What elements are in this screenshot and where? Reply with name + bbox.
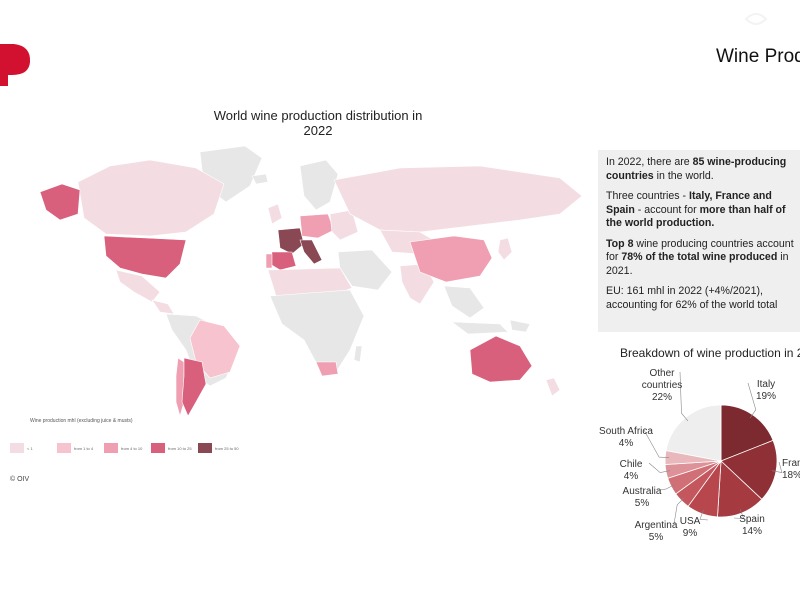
pie-percent-label: 4% — [624, 471, 639, 482]
legend-item: from 10 to 25 — [151, 442, 192, 454]
map-region-japan — [497, 237, 513, 261]
map-region-russia — [333, 165, 583, 233]
pie-percent-label: 5% — [649, 532, 664, 543]
map-region-southeast-asia — [443, 285, 485, 319]
map-region-scandinavia — [299, 159, 339, 211]
map-region-central-europe — [299, 213, 335, 239]
page-title: Wine Produc — [716, 46, 800, 67]
map-region-chile — [175, 357, 185, 418]
pie-leader-line — [772, 461, 783, 473]
pie-percent-label: 4% — [619, 438, 634, 449]
map-region-new-zealand — [545, 377, 561, 397]
map-region-italy — [299, 239, 323, 265]
legend-swatch — [104, 443, 118, 453]
pie-leader-line — [659, 484, 675, 491]
legend-label: from 10 to 25 — [168, 445, 192, 451]
pie-slice-label: France — [782, 458, 800, 469]
map-region-central-america — [151, 299, 175, 315]
pie-leader-line — [733, 509, 745, 519]
pie-slice-label: Chile — [620, 459, 643, 470]
map-region-south-africa — [315, 361, 339, 377]
corner-mark-icon — [744, 13, 768, 25]
legend-label: from 1 to 4 — [74, 445, 94, 451]
legend-label: < 1 — [27, 445, 33, 451]
map-region-indonesia — [451, 321, 509, 335]
map-title: World wine production distribution in 20… — [213, 108, 423, 138]
pie-slice-label: South Africa — [599, 426, 653, 437]
map-region-france — [277, 227, 305, 255]
pie-leader-line — [648, 462, 670, 473]
pie-percent-label: 19% — [756, 391, 776, 402]
pie-chart: Italy19%France18%Spain14%USA9%Argentina5… — [599, 368, 800, 543]
pie-leader-line — [679, 371, 689, 422]
pie-slice-label: Italy — [757, 379, 775, 390]
brand-logo-icon — [0, 44, 31, 86]
map-region-iceland — [251, 173, 269, 185]
map-region-spain — [269, 251, 297, 271]
pie-chart-title: Breakdown of wine production in 2022 — [620, 346, 800, 360]
info-paragraph-countries: In 2022, there are 85 wine-producing cou… — [606, 156, 787, 182]
map-legend: < 1 from 1 to 4 from 4 to 10 from 10 to 25 f… — [10, 442, 250, 456]
info-paragraph-top3: Three countries - Italy, France and Spai… — [606, 190, 786, 229]
legend-title: Wine production mhl (excluding juice & m… — [30, 418, 133, 424]
map-region-africa — [269, 289, 365, 373]
map-region-alaska — [39, 183, 81, 221]
info-paragraph-top8: Top 8 wine producing countries account f… — [606, 237, 794, 277]
pie-leader-line — [643, 429, 670, 458]
pie-slice-label: Australia — [623, 486, 662, 497]
copyright: © OIV — [10, 476, 30, 483]
pie-percent-label: 22% — [652, 392, 672, 403]
map-region-portugal — [265, 253, 273, 269]
pie-percent-label: 18% — [782, 470, 800, 481]
map-region-mexico — [115, 269, 161, 303]
pie-slice-label: Spain — [739, 514, 765, 525]
legend-item: from 1 to 4 — [57, 442, 93, 454]
legend-item: from 4 to 10 — [104, 442, 142, 454]
pie-leader-line — [699, 509, 709, 521]
map-region-china — [409, 235, 493, 283]
pie-percent-label: 14% — [742, 526, 762, 537]
legend-item: from 25 to 50 — [198, 442, 239, 454]
legend-swatch — [151, 443, 165, 453]
legend-item: < 1 — [10, 442, 33, 454]
legend-swatch — [198, 443, 212, 453]
map-region-canada — [77, 159, 225, 237]
map-region-madagascar — [353, 345, 363, 363]
pie-percent-label: 9% — [683, 528, 698, 539]
legend-swatch — [10, 443, 24, 453]
map-region-uk — [267, 203, 283, 225]
map-region-australia — [469, 335, 533, 383]
pie-leader-line — [673, 497, 685, 525]
legend-label: from 4 to 10 — [121, 445, 143, 451]
pie-percent-label: 5% — [635, 498, 650, 509]
pie-slice-label: countries — [642, 380, 683, 391]
map-region-new-guinea — [509, 319, 531, 333]
pie-leader-line — [747, 382, 757, 419]
legend-label: from 25 to 50 — [215, 445, 239, 451]
pie-slice-label: Argentina — [635, 520, 678, 531]
info-paragraph-eu: EU: 161 mhl in 2022 (+4%/2021), accountin… — [606, 285, 778, 311]
legend-swatch — [57, 443, 71, 453]
pie-slice-label: Other — [649, 368, 675, 379]
world-map — [39, 145, 583, 418]
map-region-usa — [103, 235, 187, 279]
info-box: In 2022, there are 85 wine-producing cou… — [598, 150, 800, 332]
pie-slice-label: USA — [680, 516, 701, 527]
map-region-argentina — [181, 357, 207, 417]
